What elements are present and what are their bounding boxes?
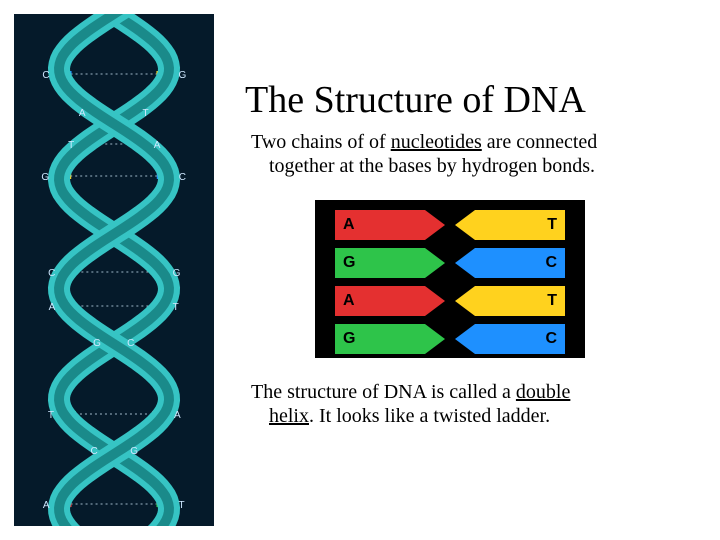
svg-text:T: T — [173, 302, 179, 313]
base-left: G — [315, 324, 450, 354]
svg-text:C: C — [127, 338, 134, 349]
base-pair-row: GC — [315, 248, 585, 278]
para2-text-b: . It looks like a twisted ladder. — [309, 405, 550, 427]
double-term: double — [516, 381, 570, 403]
base-right: C — [450, 248, 585, 278]
svg-text:G: G — [178, 70, 186, 81]
base-right: T — [450, 210, 585, 240]
dna-helix-figure: C G A T T A G C C G A T G C T A C G A T — [14, 14, 214, 526]
helix-term: helix — [269, 405, 309, 427]
svg-text:A: A — [43, 500, 50, 511]
content-area: The Structure of DNA Two chains of of nu… — [245, 78, 695, 428]
svg-text:T: T — [68, 140, 74, 151]
svg-text:C: C — [90, 446, 97, 457]
page-title: The Structure of DNA — [245, 78, 695, 122]
svg-text:G: G — [41, 172, 49, 183]
para1-line2: together at the bases by hydrogen bonds. — [251, 154, 695, 178]
svg-text:G: G — [130, 446, 138, 457]
intro-paragraph: Two chains of of nucleotides are connect… — [245, 130, 695, 178]
svg-text:G: G — [93, 338, 101, 349]
svg-text:A: A — [154, 140, 161, 151]
base-pair-row: GC — [315, 324, 585, 354]
closing-paragraph: The structure of DNA is called a double … — [245, 380, 695, 428]
svg-text:T: T — [178, 500, 184, 511]
svg-text:A: A — [79, 108, 86, 119]
base-left: A — [315, 210, 450, 240]
base-left: A — [315, 286, 450, 316]
svg-text:C: C — [48, 268, 55, 279]
para1-text-b: are connected — [482, 131, 597, 153]
nucleotides-term: nucleotides — [391, 131, 482, 153]
base-right: T — [450, 286, 585, 316]
svg-text:A: A — [49, 302, 56, 313]
para2-text-a: The structure of DNA is called a — [251, 381, 516, 403]
base-pair-diagram: ATGCATGC — [315, 200, 585, 358]
dna-helix-svg: C G A T T A G C C G A T G C T A C G A T — [14, 14, 214, 526]
base-pair-row: AT — [315, 286, 585, 316]
svg-text:T: T — [142, 108, 148, 119]
svg-text:T: T — [48, 410, 54, 421]
base-pair-row: AT — [315, 210, 585, 240]
base-left: G — [315, 248, 450, 278]
svg-text:C: C — [179, 172, 186, 183]
para1-text-a: Two chains of of — [251, 131, 391, 153]
svg-text:A: A — [174, 410, 181, 421]
svg-text:C: C — [42, 70, 49, 81]
svg-text:G: G — [173, 268, 181, 279]
base-right: C — [450, 324, 585, 354]
